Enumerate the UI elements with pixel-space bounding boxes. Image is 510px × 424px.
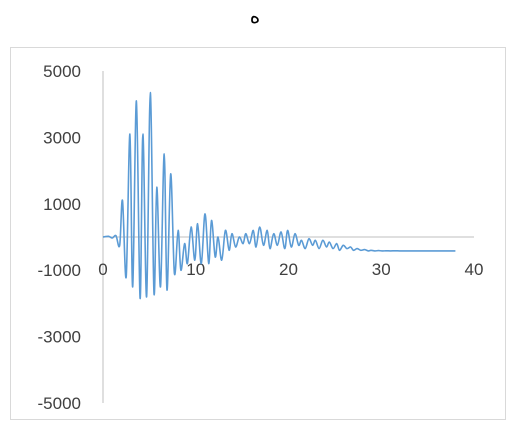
x-tick-label: 0 (98, 260, 107, 279)
x-tick-labels: 0 10 20 30 40 (98, 260, 483, 279)
x-tick-label: 40 (465, 260, 484, 279)
y-tick-label: -1000 (38, 261, 81, 280)
series-line (102, 91, 456, 300)
x-tick-label: 20 (279, 260, 298, 279)
chart-area (10, 47, 506, 420)
y-tick-label: -3000 (38, 328, 81, 347)
y-tick-label: 1000 (43, 195, 81, 214)
x-tick-label: 10 (186, 260, 205, 279)
y-tick-labels: 5000 3000 1000 -1000 -3000 -5000 (38, 62, 81, 413)
y-tick-label: 3000 (43, 128, 81, 147)
chart-title: ه (249, 4, 261, 28)
y-tick-label: -5000 (38, 394, 81, 413)
y-tick-label: 5000 (43, 62, 81, 81)
x-tick-label: 30 (372, 260, 391, 279)
